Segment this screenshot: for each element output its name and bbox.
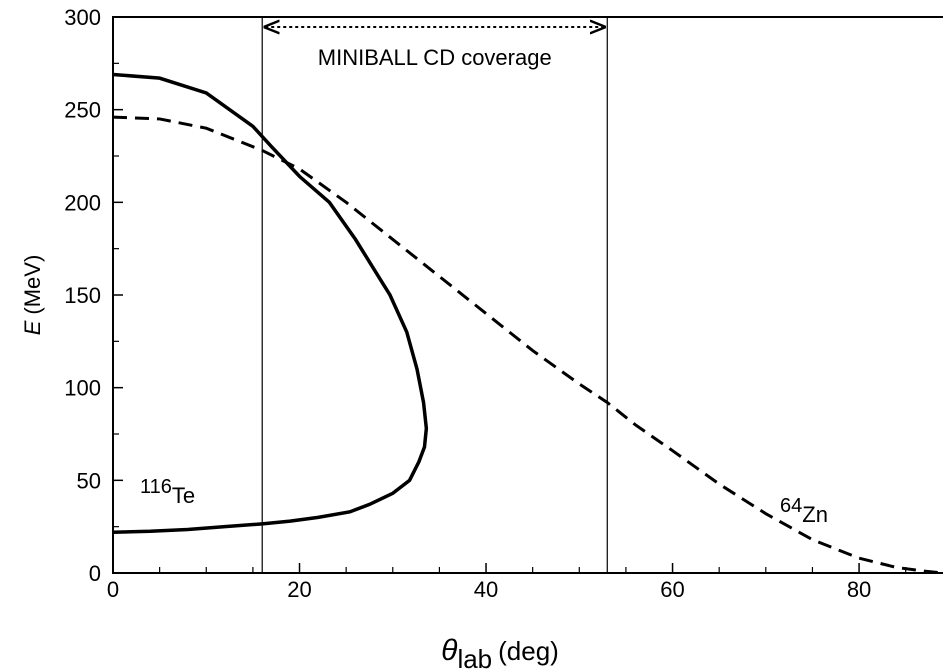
series-label: 64Zn (780, 495, 828, 527)
x-label-subscript: lab (457, 644, 492, 671)
y-tick-label: 150 (64, 283, 101, 308)
series-label-mass: 116 (140, 476, 172, 498)
y-tick-label: 200 (64, 190, 101, 215)
y-tick-label: 300 (64, 5, 101, 30)
series-label-element: Zn (802, 502, 828, 527)
y-label-symbol: E (20, 320, 45, 335)
x-tick-label: 20 (287, 577, 311, 602)
y-label-unit: (MeV) (20, 255, 45, 315)
series-label-element: Te (172, 483, 195, 508)
series-line (112, 115, 943, 575)
series-label-mass: 64 (780, 495, 802, 517)
y-tick-label: 100 (64, 376, 101, 401)
x-tick-label: 40 (474, 577, 498, 602)
y-axis-label: E (MeV) (20, 255, 45, 336)
y-tick-label: 0 (89, 561, 101, 586)
y-tick-label: 50 (77, 468, 101, 493)
y-tick-label: 250 (64, 98, 101, 123)
series-line (112, 72, 429, 534)
plot-frame (112, 16, 943, 574)
coverage-label: MINIBALL CD coverage (318, 45, 552, 70)
x-tick-label: 80 (847, 577, 871, 602)
x-tick-label: 0 (107, 577, 119, 602)
x-label-symbol: θ (441, 634, 458, 667)
x-label-unit: (deg) (498, 636, 559, 666)
series-label: 116Te (140, 476, 195, 508)
x-axis-label: θlab (deg) (441, 634, 559, 671)
x-tick-label: 60 (660, 577, 684, 602)
